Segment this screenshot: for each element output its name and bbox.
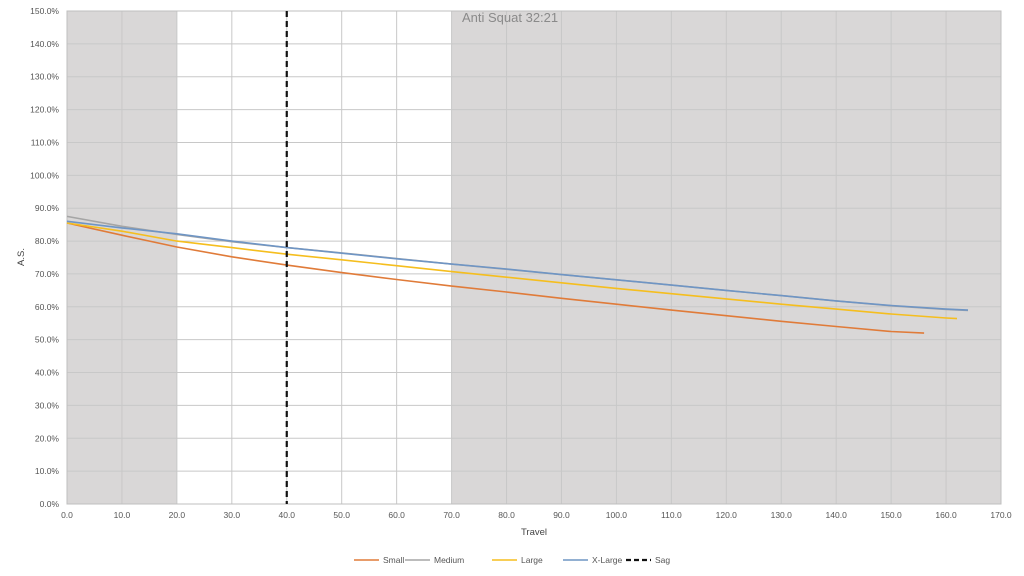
y-tick-label: 140.0% bbox=[30, 39, 59, 49]
y-tick-label: 100.0% bbox=[30, 170, 59, 180]
x-tick-label: 90.0 bbox=[553, 510, 570, 520]
x-tick-label: 100.0 bbox=[606, 510, 628, 520]
legend-label: Large bbox=[521, 555, 543, 565]
x-tick-label: 120.0 bbox=[716, 510, 738, 520]
x-tick-label: 80.0 bbox=[498, 510, 515, 520]
y-axis-title: A.S. bbox=[16, 248, 27, 266]
legend-item-medium: Medium bbox=[405, 555, 464, 565]
x-tick-label: 60.0 bbox=[388, 510, 405, 520]
legend-label: X-Large bbox=[592, 555, 623, 565]
legend-item-small: Small bbox=[354, 555, 404, 565]
y-tick-label: 150.0% bbox=[30, 6, 59, 16]
x-tick-label: 0.0 bbox=[61, 510, 73, 520]
series-line-large bbox=[66, 222, 958, 320]
chart-title: Anti Squat 32:21 bbox=[462, 10, 558, 25]
y-tick-label: 20.0% bbox=[35, 433, 60, 443]
x-tick-label: 50.0 bbox=[333, 510, 350, 520]
plot-area-border bbox=[66, 10, 1002, 505]
y-tick-label: 30.0% bbox=[35, 400, 60, 410]
y-tick-label: 110.0% bbox=[31, 137, 60, 147]
x-tick-label: 40.0 bbox=[278, 510, 295, 520]
y-tick-label: 120.0% bbox=[30, 105, 59, 115]
legend-item-sag: Sag bbox=[626, 555, 670, 565]
x-axis-title: Travel bbox=[521, 527, 547, 538]
legend-label: Sag bbox=[655, 555, 670, 565]
series-line-small bbox=[66, 222, 925, 334]
y-tick-label: 90.0% bbox=[35, 203, 60, 213]
x-tick-label: 10.0 bbox=[114, 510, 131, 520]
y-tick-label: 0.0% bbox=[40, 499, 60, 509]
y-tick-label: 70.0% bbox=[35, 269, 60, 279]
x-tick-label: 150.0 bbox=[880, 510, 902, 520]
legend-label: Medium bbox=[434, 555, 464, 565]
shaded-regions bbox=[67, 11, 1001, 504]
x-tick-label: 170.0 bbox=[990, 510, 1012, 520]
y-tick-label: 50.0% bbox=[35, 335, 60, 345]
x-tick-label: 130.0 bbox=[771, 510, 793, 520]
y-tick-label: 80.0% bbox=[35, 236, 60, 246]
legend-item-large: Large bbox=[492, 555, 543, 565]
x-tick-label: 110.0 bbox=[661, 510, 682, 520]
y-axis-ticks: 0.0% 10.0% 20.0% 30.0% 40.0% 50.0% 60.0% 70.0% 8… bbox=[30, 6, 59, 509]
legend: Small Medium Large X-Large Sag bbox=[354, 555, 670, 565]
y-tick-label: 60.0% bbox=[35, 302, 60, 312]
x-tick-label: 70.0 bbox=[443, 510, 460, 520]
y-tick-label: 40.0% bbox=[35, 368, 60, 378]
legend-item-x-large: X-Large bbox=[563, 555, 623, 565]
x-tick-label: 160.0 bbox=[935, 510, 957, 520]
x-tick-label: 20.0 bbox=[169, 510, 186, 520]
series-line-x-large bbox=[66, 220, 969, 311]
series-lines bbox=[66, 215, 969, 334]
x-axis-ticks: 0.0 10.0 20.0 30.0 40.0 50.0 60.0 70.0 80.0 90.0 1… bbox=[61, 510, 1012, 520]
x-tick-label: 140.0 bbox=[826, 510, 848, 520]
y-tick-label: 130.0% bbox=[30, 72, 59, 82]
legend-label: Small bbox=[383, 555, 404, 565]
y-tick-label: 10.0% bbox=[35, 466, 60, 476]
x-tick-label: 30.0 bbox=[224, 510, 241, 520]
